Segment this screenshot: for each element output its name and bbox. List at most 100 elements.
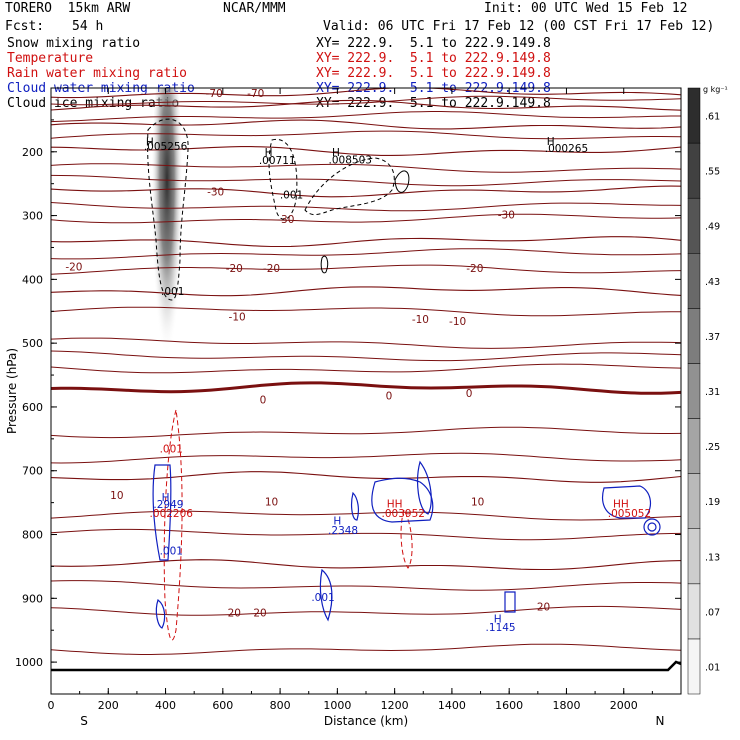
isotherm-line	[51, 264, 681, 275]
isotherm-label: -70	[206, 88, 223, 100]
cloud-water-contour	[155, 599, 166, 629]
maximum-label: H	[146, 137, 154, 149]
maximum-label: H	[162, 492, 170, 504]
y-tick-label: 1000	[15, 656, 43, 669]
isotherm-line	[51, 306, 681, 317]
colorbar-tick-label: .13	[705, 552, 720, 563]
legend-item-xy: XY= 222.9. 5.1 to 222.9.149.8	[316, 66, 551, 81]
legend-item-xy: XY= 222.9. 5.1 to 222.9.149.8	[316, 96, 551, 111]
isotherm-line	[51, 130, 681, 140]
maximum-label: .003952	[382, 508, 425, 520]
colorbar-segment	[687, 87, 701, 144]
isotherm-label: -20	[65, 262, 82, 274]
colorbar-tick-label: .07	[705, 607, 720, 618]
isotherm-label: -30	[207, 186, 224, 198]
ground-surface	[51, 660, 681, 672]
isotherm-line	[51, 350, 681, 362]
x-tick-label: 1200	[381, 699, 409, 712]
isotherm-label: 10	[471, 496, 484, 508]
maximum-label: H	[494, 614, 502, 626]
isotherm-line	[51, 452, 681, 464]
x-tick-label: 0	[48, 699, 55, 712]
y-tick-label: 500	[22, 337, 43, 350]
maximum-label: .001	[160, 443, 183, 455]
isotherm-label: -20	[466, 263, 483, 275]
isotherm-line	[51, 213, 681, 224]
colorbar-tick-label: .01	[705, 662, 720, 673]
isotherm--70	[51, 88, 681, 99]
cloud-water-contour	[643, 518, 661, 536]
legend-item-xy: XY= 222.9. 5.1 to 222.9.149.8	[316, 36, 551, 51]
y-tick-label: 800	[22, 529, 43, 542]
maximum-label: .000265	[545, 143, 588, 155]
isotherm-line	[51, 510, 681, 521]
maximum-label: .001	[311, 592, 334, 604]
x-tick-label: 1000	[323, 699, 351, 712]
colorbar-unit: g kg⁻¹	[703, 85, 728, 94]
isotherm-label: -10	[412, 314, 429, 326]
y-tick-label: 600	[22, 401, 43, 414]
ice-contour	[320, 255, 329, 274]
cloud-water-contour	[351, 491, 359, 521]
colorbar-tick-label: .31	[705, 387, 720, 398]
isotherm-line	[51, 174, 681, 187]
isotherm-line	[51, 248, 681, 260]
isotherm-10	[51, 471, 681, 483]
north-label: N	[656, 714, 665, 728]
maximum-label: .002206	[150, 508, 194, 520]
colorbar-segment	[687, 142, 701, 199]
maximum-label: H	[265, 147, 273, 159]
colorbar-segment	[687, 363, 701, 419]
x-tick-label: 1400	[438, 699, 466, 712]
x-tick-label: 800	[270, 699, 291, 712]
isotherm-line	[51, 528, 681, 541]
colorbar-tick-label: .49	[705, 222, 720, 233]
isotherm-0	[51, 381, 681, 395]
forecast-hour: 54 h	[72, 19, 104, 34]
isotherm--40	[51, 146, 681, 156]
colorbar-tick-label: .19	[705, 497, 720, 508]
colorbar-segment	[687, 253, 701, 309]
model-name: TORERO 15km ARW	[5, 1, 131, 16]
isotherm-label: -20	[263, 263, 280, 275]
maximum-label: .001	[160, 545, 183, 557]
isotherm-label: 0	[386, 390, 393, 402]
isotherm-line	[51, 111, 681, 123]
maximum-label: .005052	[608, 508, 651, 520]
colorbar-tick-label: .37	[705, 332, 720, 343]
isotherm-label: -70	[247, 88, 264, 100]
isotherm-line	[51, 426, 681, 439]
isotherm-line	[51, 202, 681, 212]
maximum-label: .001	[280, 190, 303, 202]
isotherm--30	[51, 185, 681, 198]
colorbar-segment	[687, 308, 701, 364]
maximum-label: H	[547, 136, 555, 148]
colorbar-segment	[687, 638, 701, 695]
maximum-label: H	[332, 147, 340, 159]
isotherm-line	[51, 163, 681, 173]
x-tick-label: 1600	[495, 699, 523, 712]
colorbar-tick-label: .55	[705, 167, 720, 178]
maximum-label: .005256	[144, 141, 188, 153]
south-label: S	[80, 714, 88, 728]
colorbar-tick-label: .43	[705, 277, 720, 288]
cloud-water-contour	[371, 477, 434, 523]
maximum-label: .00711	[259, 155, 296, 167]
center-name: NCAR/MMM	[223, 1, 286, 16]
maximum-label: .008503	[329, 154, 372, 166]
maximum-label: .2348	[328, 525, 358, 537]
maximum-label: .001	[161, 286, 184, 298]
isotherm--10	[51, 286, 681, 297]
isotherm-label: 20	[253, 607, 266, 619]
maximum-label: .2949	[153, 499, 183, 511]
colorbar-tick-label: .61	[705, 112, 720, 123]
init-time: Init: 00 UTC Wed 15 Feb 12	[484, 1, 688, 16]
y-tick-label: 200	[22, 146, 43, 159]
isotherm-label: -10	[449, 316, 466, 328]
isotherm-line	[51, 337, 681, 349]
cloud-water-contour	[152, 464, 172, 561]
isotherm-label: 10	[110, 490, 123, 502]
valid-time: Valid: 06 UTC Fri 17 Feb 12 (00 CST Fri …	[323, 19, 715, 34]
y-tick-label: 900	[22, 592, 43, 605]
x-tick-label: 400	[155, 699, 176, 712]
